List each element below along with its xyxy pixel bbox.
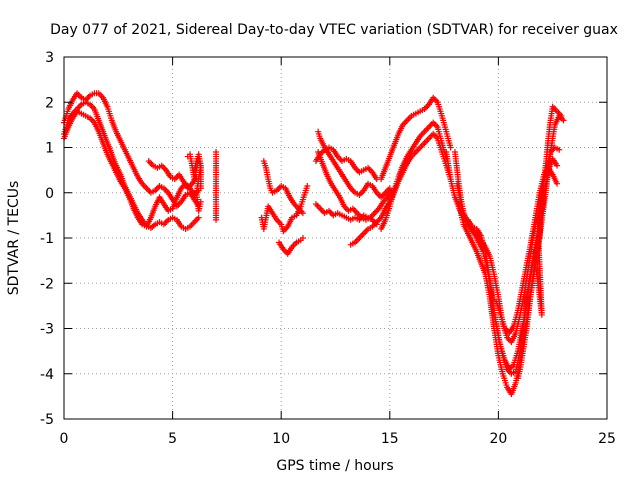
data-point [556, 146, 563, 153]
x-tick-label: 20 [489, 431, 507, 447]
data-point [304, 182, 311, 189]
data-point [197, 185, 204, 192]
y-axis-label: SDTVAR / TECUs [6, 181, 22, 296]
series-track [456, 112, 567, 398]
series-track [315, 128, 393, 201]
data-point [447, 144, 454, 151]
data-point [560, 117, 567, 124]
series-track [260, 158, 306, 217]
x-axis-label: GPS time / hours [276, 458, 393, 474]
data-point [558, 112, 565, 119]
x-tick-label: 15 [381, 431, 399, 447]
series-track [61, 108, 202, 230]
data-point [554, 180, 561, 187]
plot-frame [63, 56, 608, 420]
y-tick-label: 3 [45, 50, 54, 66]
y-tick-label: -3 [40, 322, 54, 338]
y-tick-label: -1 [40, 231, 54, 247]
series-track [61, 90, 202, 210]
y-tick-label: 0 [45, 186, 54, 202]
y-tick-label: -2 [40, 276, 54, 292]
chart-title: Day 077 of 2021, Sidereal Day-to-day VTE… [50, 22, 618, 38]
series-track [378, 94, 454, 183]
data-points [61, 90, 567, 398]
x-tick-label: 10 [272, 431, 290, 447]
y-tick-label: 2 [45, 95, 54, 111]
axes: 0 5 10 15 20 25 -5 -4 -3 -2 -1 0 1 2 3 [40, 50, 616, 447]
data-point [195, 214, 202, 221]
series-track [530, 185, 545, 318]
series-track [184, 151, 204, 192]
series-track [378, 119, 450, 232]
x-tick-label: 5 [168, 431, 177, 447]
y-tick-label: -5 [40, 412, 54, 428]
grid-lines [64, 57, 607, 419]
y-tick-label: 1 [45, 141, 54, 157]
data-point [536, 235, 543, 241]
series-track [276, 235, 306, 257]
data-point [213, 216, 220, 223]
data-point [197, 198, 204, 205]
series-track [213, 149, 220, 223]
data-point [299, 235, 306, 241]
y-tick-label: -4 [40, 367, 54, 383]
x-tick-label: 25 [598, 431, 616, 447]
series-track [258, 182, 311, 235]
data-point [554, 162, 561, 169]
series-track [312, 201, 380, 228]
data-point [299, 210, 306, 217]
x-tick-label: 0 [60, 431, 69, 447]
